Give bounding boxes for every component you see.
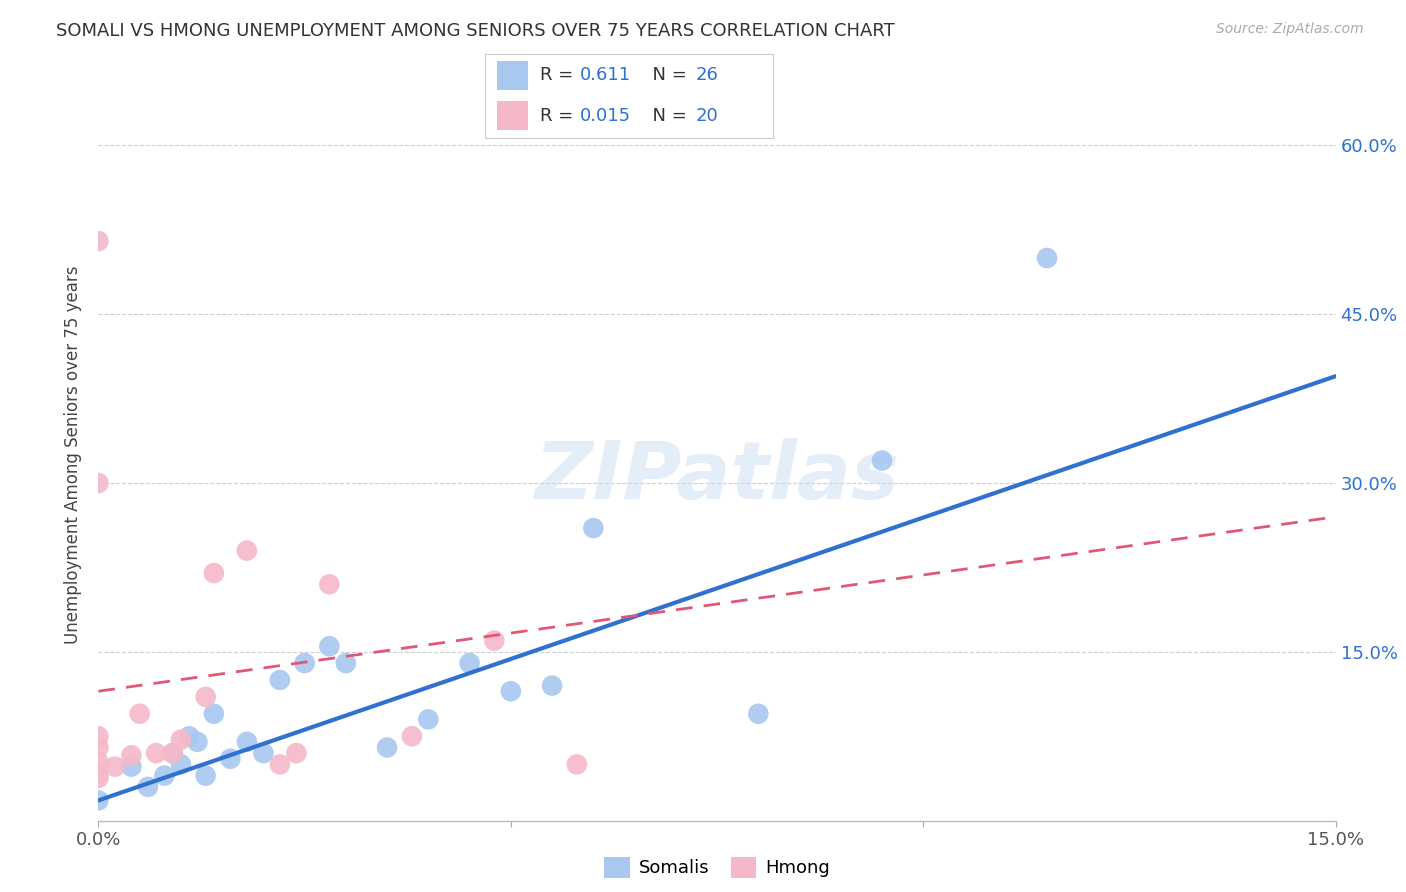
Point xyxy=(1036,251,1059,265)
FancyBboxPatch shape xyxy=(496,62,529,90)
Text: 0.611: 0.611 xyxy=(581,66,631,84)
Y-axis label: Unemployment Among Seniors over 75 years: Unemployment Among Seniors over 75 years xyxy=(63,266,82,644)
Point xyxy=(87,740,110,755)
Point xyxy=(186,735,208,749)
Point xyxy=(484,633,506,648)
Point xyxy=(136,780,159,794)
Point xyxy=(128,706,150,721)
Point xyxy=(194,769,217,783)
Point xyxy=(170,757,193,772)
Point xyxy=(375,740,398,755)
Point xyxy=(87,729,110,743)
Point xyxy=(236,543,259,558)
Point xyxy=(252,746,274,760)
Point xyxy=(318,577,340,591)
Point xyxy=(104,759,127,773)
Point xyxy=(499,684,522,698)
Point xyxy=(120,759,142,773)
Point xyxy=(87,234,110,248)
Point xyxy=(870,453,893,467)
Point xyxy=(565,757,588,772)
Text: R =: R = xyxy=(540,107,579,125)
Text: 26: 26 xyxy=(696,66,718,84)
Point xyxy=(202,706,225,721)
Text: Source: ZipAtlas.com: Source: ZipAtlas.com xyxy=(1216,22,1364,37)
Point xyxy=(335,656,357,670)
Point xyxy=(401,729,423,743)
Point xyxy=(202,566,225,580)
Point xyxy=(153,769,176,783)
Point xyxy=(269,757,291,772)
Text: N =: N = xyxy=(641,66,692,84)
FancyBboxPatch shape xyxy=(496,101,529,130)
Point xyxy=(236,735,259,749)
Text: N =: N = xyxy=(641,107,692,125)
Point xyxy=(87,771,110,785)
Point xyxy=(162,746,184,760)
Legend: Somalis, Hmong: Somalis, Hmong xyxy=(598,849,837,885)
Point xyxy=(294,656,316,670)
Point xyxy=(87,755,110,769)
Point xyxy=(194,690,217,704)
Point xyxy=(87,766,110,780)
Point xyxy=(219,752,242,766)
Point xyxy=(285,746,308,760)
Text: ZIPatlas: ZIPatlas xyxy=(534,438,900,516)
Point xyxy=(120,748,142,763)
Text: 0.015: 0.015 xyxy=(581,107,631,125)
Point xyxy=(541,679,564,693)
Text: R =: R = xyxy=(540,66,579,84)
Point xyxy=(170,732,193,747)
Point xyxy=(179,729,201,743)
Point xyxy=(458,656,481,670)
Point xyxy=(418,712,440,726)
Point xyxy=(87,793,110,807)
Point xyxy=(747,706,769,721)
Point xyxy=(162,746,184,760)
Point xyxy=(87,476,110,491)
Point xyxy=(269,673,291,687)
Point xyxy=(145,746,167,760)
Text: SOMALI VS HMONG UNEMPLOYMENT AMONG SENIORS OVER 75 YEARS CORRELATION CHART: SOMALI VS HMONG UNEMPLOYMENT AMONG SENIO… xyxy=(56,22,896,40)
Point xyxy=(582,521,605,535)
Text: 20: 20 xyxy=(696,107,718,125)
Point xyxy=(318,639,340,653)
